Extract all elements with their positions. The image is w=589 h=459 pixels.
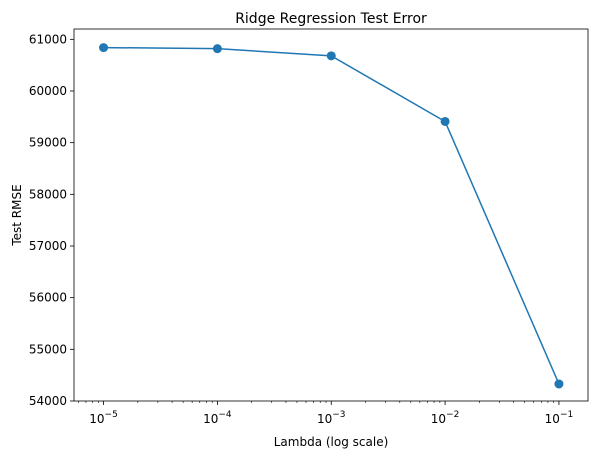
x-tick-label-exponent: −3 bbox=[332, 410, 345, 420]
series-line bbox=[103, 46, 560, 385]
x-tick-label-exponent: −5 bbox=[105, 410, 118, 420]
y-tick-label: 57000 bbox=[29, 239, 67, 253]
plot-area bbox=[73, 28, 589, 402]
x-tick-label-base: 10 bbox=[317, 412, 332, 426]
x-tick-label: 10−4 bbox=[203, 410, 232, 426]
chart-title: Ridge Regression Test Error bbox=[235, 11, 427, 27]
y-tick-label: 54000 bbox=[29, 394, 67, 408]
x-tick-label-base: 10 bbox=[545, 412, 560, 426]
x-tick-label-exponent: −2 bbox=[446, 410, 459, 420]
x-tick-label: 10−1 bbox=[545, 410, 574, 426]
y-tick-label: 61000 bbox=[29, 32, 67, 46]
data-point bbox=[99, 43, 109, 53]
data-point bbox=[440, 116, 450, 126]
x-tick-label-base: 10 bbox=[431, 412, 446, 426]
data-point bbox=[326, 51, 336, 61]
y-tick-label: 59000 bbox=[29, 136, 67, 150]
y-axis-label: Test RMSE bbox=[10, 184, 24, 246]
y-tick-label: 56000 bbox=[29, 291, 67, 305]
x-tick-label: 10−2 bbox=[431, 410, 460, 426]
y-tick-label: 55000 bbox=[29, 342, 67, 356]
x-tick-label-exponent: −4 bbox=[218, 410, 232, 420]
series-layer bbox=[99, 43, 564, 389]
data-point bbox=[554, 379, 564, 389]
y-axis: 54000 55000 56000 57000 58000 59000 60000 61000 bbox=[29, 32, 74, 408]
x-tick-label-base: 10 bbox=[89, 412, 104, 426]
x-tick-label-exponent: −1 bbox=[560, 410, 573, 420]
data-point bbox=[212, 44, 222, 54]
x-tick-label: 10−5 bbox=[89, 410, 118, 426]
x-axis: 10−5 10−4 10−3 10−2 10−1 bbox=[78, 401, 573, 426]
y-tick-label: 58000 bbox=[29, 187, 67, 201]
x-axis-label: Lambda (log scale) bbox=[274, 435, 389, 449]
x-tick-label-base: 10 bbox=[203, 412, 218, 426]
y-tick-label: 60000 bbox=[29, 84, 67, 98]
x-tick-label: 10−3 bbox=[317, 410, 346, 426]
